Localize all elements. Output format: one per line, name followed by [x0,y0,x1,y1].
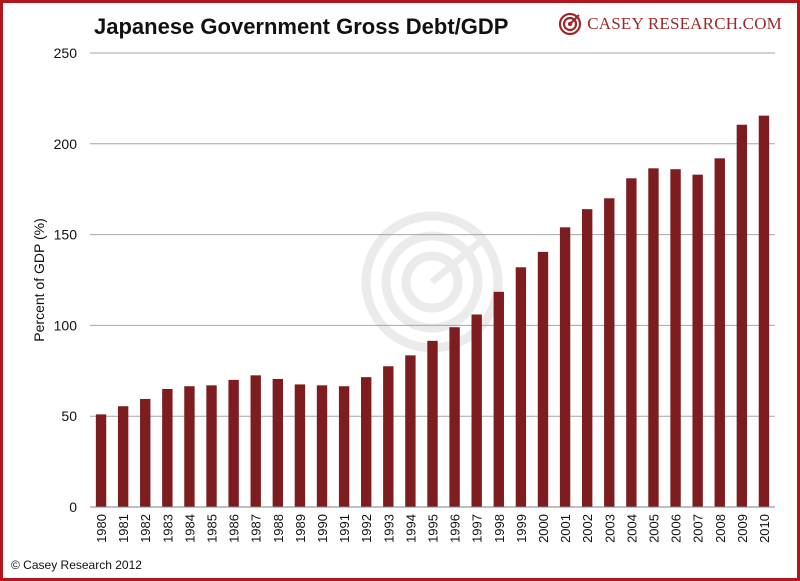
bars [95,115,770,508]
x-tick-label-2000: 2000 [536,514,551,543]
y-tick-label-200: 200 [54,136,78,152]
copyright-text: © Casey Research 2012 [11,558,142,572]
x-tick-label-2005: 2005 [646,514,661,543]
x-tick-label-2003: 2003 [602,514,617,543]
bar-1984 [184,386,195,507]
y-tick-label-50: 50 [61,408,77,424]
bar-1998 [493,291,504,507]
x-tick-label-1995: 1995 [426,514,441,543]
x-tick-label-1986: 1986 [227,514,242,543]
y-tick-label-100: 100 [54,317,78,333]
bar-2002 [581,209,593,507]
watermark-ring-middle [381,231,483,333]
x-tick-label-1997: 1997 [470,514,485,543]
bar-1993 [383,366,394,507]
bar-1990 [316,385,328,507]
bar-2007 [692,174,703,507]
chart-title: Japanese Government Gross Debt/GDP [94,14,509,39]
bar-1996 [449,327,460,507]
x-tick-label-2007: 2007 [691,514,706,543]
brand-logo: CASEY RESEARCH.COM [558,12,782,36]
bar-2001 [559,227,571,507]
y-axis-label: Percent of GDP (%) [31,218,47,341]
bar-1987 [250,375,261,507]
x-tick-label-1993: 1993 [381,514,396,543]
bar-1989 [294,384,306,507]
bar-2005 [648,168,659,508]
bar-1988 [272,378,284,507]
x-tick-label-2008: 2008 [713,514,728,543]
x-tick-label-1996: 1996 [448,514,463,543]
bar-1995 [427,340,438,507]
bar-2004 [626,178,637,507]
bar-1992 [361,377,372,507]
bar-1980 [95,414,107,507]
x-tick-label-1998: 1998 [492,514,507,543]
x-tick-label-1982: 1982 [138,514,153,543]
x-tick-label-2006: 2006 [669,514,684,543]
x-tick-label-1980: 1980 [94,514,109,543]
watermark-ring-inner [401,251,463,313]
x-tick-label-1984: 1984 [182,514,197,543]
x-tick-label-1990: 1990 [315,514,330,543]
y-tick-label-250: 250 [54,45,78,61]
x-tick-label-1981: 1981 [116,514,131,543]
y-tick-labels: 0 50 100 150 200 250 [54,45,78,515]
bar-1983 [162,388,173,507]
x-tick-label-1992: 1992 [359,514,374,543]
x-tick-label-1994: 1994 [403,514,418,543]
x-tick-label-2002: 2002 [580,514,595,543]
x-tick-label-1991: 1991 [337,514,352,543]
bar-2010 [758,115,770,507]
x-tick-label-1985: 1985 [205,514,220,543]
brand-name: CASEY RESEARCH.COM [587,14,782,33]
bar-1985 [206,385,217,507]
x-tick-label-1999: 1999 [514,514,529,543]
bar-1994 [405,355,416,507]
bar-2003 [604,198,615,507]
x-tick-labels: 1980 1981 1982 1983 1984 1985 1986 1987 1988 1989… [94,514,772,543]
bar-1982 [140,398,151,507]
x-tick-label-2010: 2010 [757,514,772,543]
bar-2006 [670,169,681,507]
bar-2000 [537,251,549,507]
y-tick-label-150: 150 [54,227,78,243]
bar-1997 [471,314,482,507]
bar-1991 [338,386,350,507]
bar-1981 [117,406,129,507]
x-tick-label-1987: 1987 [249,514,264,543]
x-tick-label-2004: 2004 [624,514,639,543]
bar-1999 [515,267,527,507]
x-tick-label-2009: 2009 [735,514,750,543]
target-logo-icon [559,12,582,36]
x-tick-label-2001: 2001 [558,514,573,543]
bar-2008 [714,158,725,507]
bar-2009 [736,124,748,508]
y-tick-label-0: 0 [69,499,77,515]
x-tick-label-1983: 1983 [160,514,175,543]
x-tick-label-1989: 1989 [293,514,308,543]
watermark-arrow [429,237,485,285]
bar-1986 [228,379,239,507]
x-tick-label-1988: 1988 [271,514,286,543]
